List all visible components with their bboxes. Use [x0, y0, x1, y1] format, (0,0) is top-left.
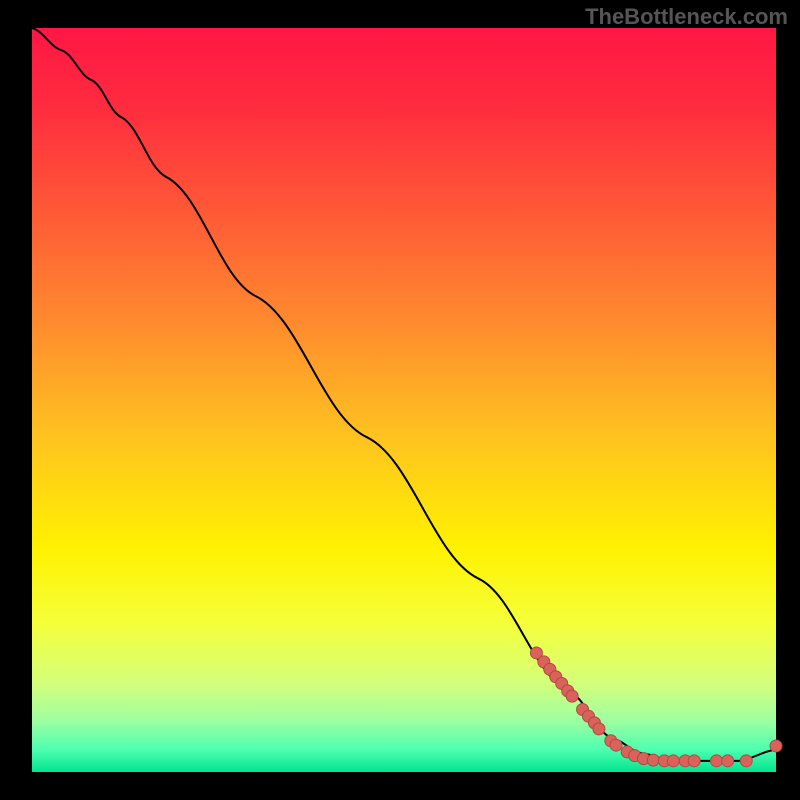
scatter-point	[770, 740, 782, 752]
scatter-point	[647, 754, 659, 766]
scatter-point	[593, 723, 605, 735]
bottleneck-chart	[0, 0, 800, 800]
watermark-text: TheBottleneck.com	[585, 4, 788, 30]
scatter-point	[566, 690, 578, 702]
scatter-point	[722, 755, 734, 767]
scatter-point	[688, 755, 700, 767]
scatter-point	[710, 755, 722, 767]
scatter-point	[740, 755, 752, 767]
scatter-point	[610, 739, 622, 751]
scatter-point	[667, 755, 679, 767]
chart-container: TheBottleneck.com	[0, 0, 800, 800]
plot-background	[32, 28, 776, 772]
